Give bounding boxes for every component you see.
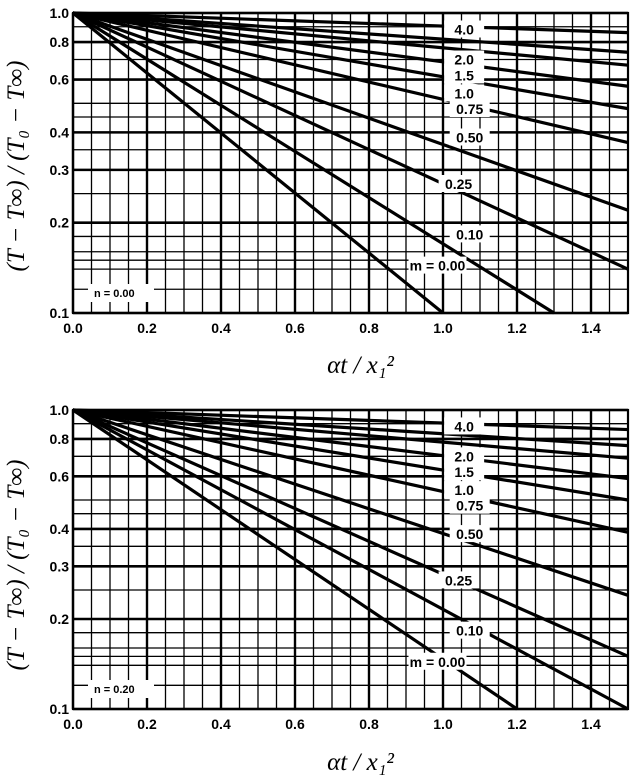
y-tick-label: 0.1 xyxy=(50,305,70,321)
series-line xyxy=(72,11,629,145)
x-tick-label: 0.8 xyxy=(359,716,379,732)
series-label: 0.75 xyxy=(456,498,483,514)
series-label-bg xyxy=(444,84,485,102)
x-tick-label: 0.6 xyxy=(285,716,305,732)
series-label: 0.10 xyxy=(456,226,483,242)
series-label: 0.50 xyxy=(456,130,483,146)
series-line xyxy=(72,408,629,448)
series-line xyxy=(71,11,445,315)
x-tick-label: 0.0 xyxy=(63,716,83,732)
x-tick-label: 1.2 xyxy=(507,716,527,732)
series-line xyxy=(72,11,629,88)
series-line xyxy=(72,11,629,212)
y-tick-label: 0.3 xyxy=(50,162,70,178)
chart-panel-bottom: 4.02.01.51.00.750.500.250.10m = 0.000.0 0… xyxy=(3,402,630,776)
series-label: 0.25 xyxy=(445,176,472,192)
x-tick-label: 0.2 xyxy=(137,716,157,732)
series-label-bg xyxy=(444,447,485,465)
x-tick-label: 1.0 xyxy=(433,716,453,732)
series-line xyxy=(72,408,629,711)
x-tick-label: 0.8 xyxy=(359,320,379,336)
series-label: 0.75 xyxy=(456,101,483,117)
y-tick-label: 0.2 xyxy=(50,611,70,627)
series-label: 2.0 xyxy=(454,52,474,68)
x-tick-label: 0.0 xyxy=(63,320,83,336)
y-axis-label: (T − T∞) / (T₀ − T∞) xyxy=(3,61,30,272)
y-tick-label: 0.2 xyxy=(50,215,70,231)
annotation: n = 0.00 xyxy=(94,288,135,300)
y-tick-label: 0.8 xyxy=(50,34,70,50)
series-line xyxy=(72,11,629,35)
plot-frame xyxy=(71,408,630,711)
annotation-bg xyxy=(88,284,154,302)
x-axis-label: αt / x₁² xyxy=(327,749,394,776)
series-label: 0.25 xyxy=(445,572,472,588)
series-line xyxy=(72,11,629,67)
x-tick-label: 0.2 xyxy=(137,320,157,336)
series-label: 1.5 xyxy=(454,464,474,480)
x-tick-label: 0.4 xyxy=(211,320,231,336)
x-tick-label: 0.4 xyxy=(211,716,231,732)
series-label-bg xyxy=(408,256,467,274)
series-label: 1.0 xyxy=(454,85,474,101)
series-label: m = 0.00 xyxy=(410,654,466,670)
series-line xyxy=(72,408,629,502)
chart-panel-top: 4.02.01.51.00.750.500.250.10m = 0.000.0 0… xyxy=(3,5,630,379)
series-label: 4.0 xyxy=(454,22,474,38)
y-tick-label: 0.4 xyxy=(50,124,70,140)
series-label: 1.5 xyxy=(454,67,474,83)
series-label-bg xyxy=(449,225,490,243)
y-axis-label: (T − T∞) / (T₀ − T∞) xyxy=(3,460,30,671)
series-label-bg xyxy=(438,571,479,589)
series-label-bg xyxy=(438,175,479,192)
series-line xyxy=(72,11,629,271)
series-label: 0.10 xyxy=(456,623,483,639)
series-line xyxy=(72,11,555,315)
series-line xyxy=(72,408,629,534)
annotation-bg xyxy=(88,680,154,698)
series-label-bg xyxy=(444,50,485,68)
series-label: 4.0 xyxy=(454,418,474,434)
series-line xyxy=(72,408,629,432)
series-label: 2.0 xyxy=(454,448,474,464)
series-line xyxy=(72,408,629,460)
annotation: n = 0.20 xyxy=(94,684,135,696)
series-line xyxy=(72,11,629,54)
y-tick-label: 0.6 xyxy=(50,72,70,88)
y-tick-label: 0.3 xyxy=(50,558,70,574)
series-label-bg xyxy=(444,20,485,38)
series-label-bg xyxy=(444,481,485,499)
series-label-bg xyxy=(449,100,490,117)
series-label-bg xyxy=(449,621,490,639)
x-tick-label: 1.0 xyxy=(433,320,453,336)
plot-frame xyxy=(71,11,630,315)
x-tick-label: 0.6 xyxy=(285,320,305,336)
y-tick-label: 0.6 xyxy=(50,468,70,484)
y-tick-label: 0.8 xyxy=(50,431,70,447)
x-axis-label: αt / x₁² xyxy=(327,352,394,379)
series-line xyxy=(72,408,629,597)
grid xyxy=(71,11,629,315)
series-line xyxy=(72,11,629,111)
series-line xyxy=(72,408,629,481)
series-label-bg xyxy=(449,496,490,514)
series-label-bg xyxy=(444,463,485,481)
y-tick-label: 0.1 xyxy=(50,701,70,717)
series-label: 0.50 xyxy=(456,526,483,542)
series-label-bg xyxy=(444,417,485,435)
series-label-bg xyxy=(444,66,485,84)
series-label: m = 0.00 xyxy=(410,258,466,274)
series-label: 1.0 xyxy=(454,482,474,498)
y-tick-label: 1.0 xyxy=(50,402,70,418)
y-tick-label: 1.0 xyxy=(50,5,70,21)
series-label-bg xyxy=(449,525,490,543)
x-tick-label: 1.2 xyxy=(507,320,527,336)
x-tick-label: 1.4 xyxy=(581,320,601,336)
y-tick-label: 0.4 xyxy=(50,521,70,537)
series-label-bg xyxy=(449,128,490,146)
series-label-bg xyxy=(408,652,467,670)
series-line xyxy=(72,408,629,658)
x-tick-label: 1.4 xyxy=(581,716,601,732)
